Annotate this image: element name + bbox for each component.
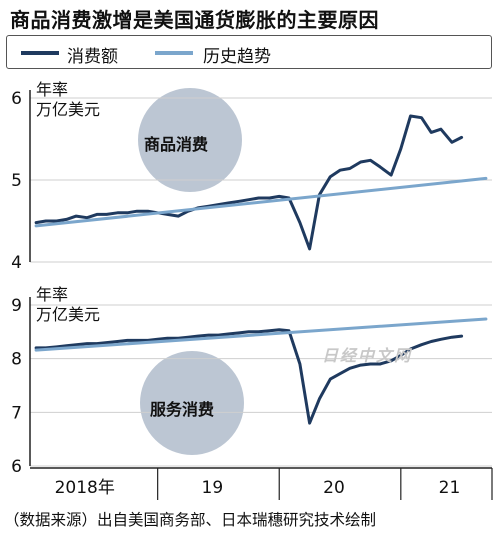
legend-label-trend: 历史趋势 (203, 47, 271, 67)
services-ytick-label: 8 (11, 350, 22, 370)
goods-actual-line (34, 114, 464, 251)
x-tick-label: 19 (202, 478, 224, 498)
x-tick-label: 20 (323, 478, 345, 498)
services-unit-line2: 万亿美元 (36, 305, 101, 324)
x-tick-label: 2018年 (55, 478, 115, 498)
legend-swatch-actual (21, 51, 59, 55)
goods-ytick-label: 6 (11, 89, 22, 109)
chart-title: 商品消费激增是美国通货膨胀的主要原因 (10, 8, 379, 32)
source-note: （数据来源）出自美国商务部、日本瑞穗研究技术绘制 (4, 511, 377, 529)
goods-label-circle (138, 88, 242, 192)
services-label-circle (140, 351, 244, 455)
services-trend-line (34, 317, 488, 352)
services-actual-line (34, 328, 464, 425)
services-panel-label: 服务消费 (150, 400, 215, 419)
goods-panel-label: 商品消费 (144, 135, 209, 154)
goods-unit-line2: 万亿美元 (36, 100, 101, 119)
goods-unit-line1: 年率 (36, 80, 69, 99)
x-tick-label: 21 (439, 478, 461, 498)
legend-swatch-trend (155, 51, 193, 55)
watermark: 日经中文网 (322, 346, 413, 365)
services-unit-line1: 年率 (36, 285, 69, 304)
legend-label-actual: 消费额 (67, 47, 118, 67)
services-ytick-label: 9 (11, 296, 22, 316)
goods-ytick-label: 5 (11, 171, 22, 191)
goods-ytick-label: 4 (11, 253, 22, 273)
services-ytick-label: 7 (11, 403, 22, 423)
legend: 消费额 历史趋势 (6, 35, 492, 69)
goods-trend-line (34, 176, 488, 228)
services-ytick-label: 6 (11, 457, 22, 477)
